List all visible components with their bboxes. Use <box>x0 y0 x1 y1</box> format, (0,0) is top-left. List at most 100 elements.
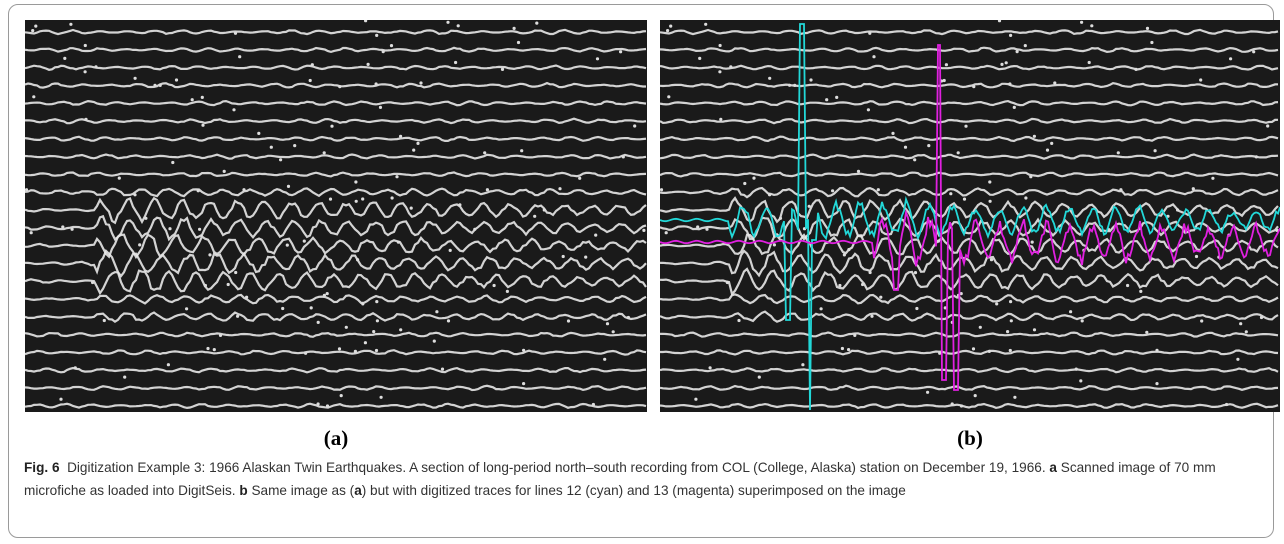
timing-mark <box>997 20 1002 23</box>
trace-line <box>660 216 1279 241</box>
timing-mark <box>316 320 320 324</box>
timing-mark <box>328 197 333 201</box>
timing-mark <box>356 258 360 262</box>
timing-mark <box>339 394 343 398</box>
trace-line <box>25 269 647 296</box>
timing-mark <box>396 240 400 244</box>
timing-mark <box>705 227 709 231</box>
timing-mark <box>1079 379 1083 383</box>
caption-text: ) but with digitized traces for lines 12… <box>361 483 906 498</box>
trace-line <box>25 196 647 225</box>
timing-mark <box>73 366 77 370</box>
timing-mark <box>1153 149 1157 153</box>
digitized-trace <box>660 44 1280 391</box>
trace-line <box>25 402 647 410</box>
timing-mark <box>807 204 811 208</box>
timing-mark <box>1266 124 1270 128</box>
timing-mark <box>378 105 383 109</box>
timing-mark <box>861 282 865 287</box>
timing-mark <box>1008 82 1012 86</box>
trace-line <box>660 153 1279 160</box>
timing-mark <box>236 314 240 318</box>
timing-mark <box>949 192 953 196</box>
timing-mark <box>584 255 588 259</box>
timing-mark <box>1029 175 1033 179</box>
trace-line <box>660 117 1279 125</box>
timing-mark <box>198 227 202 231</box>
timing-mark <box>1009 319 1013 323</box>
timing-mark <box>222 169 226 173</box>
timing-mark <box>868 31 872 35</box>
timing-mark <box>304 351 308 355</box>
timing-mark <box>962 197 967 201</box>
timing-mark <box>988 180 992 184</box>
timing-mark <box>1023 44 1027 48</box>
digitized-image <box>660 20 1280 412</box>
timing-mark <box>190 98 194 102</box>
timing-mark <box>375 319 379 323</box>
timing-mark <box>174 78 179 82</box>
timing-mark <box>1119 188 1123 192</box>
timing-mark <box>483 151 487 155</box>
timing-mark <box>866 108 870 112</box>
timing-mark <box>454 60 458 65</box>
timing-mark <box>389 44 394 48</box>
timing-mark <box>218 333 223 337</box>
timing-mark <box>257 131 261 135</box>
timing-mark <box>32 95 36 99</box>
timing-mark <box>927 144 931 148</box>
timing-mark <box>669 24 673 28</box>
timing-mark <box>117 176 121 180</box>
timing-mark <box>69 22 73 26</box>
caption-text: Scanned image of 70 mm microfiche as loa… <box>24 460 1216 498</box>
trace-line <box>25 187 647 198</box>
trace-line <box>660 267 1279 297</box>
timing-mark <box>819 307 823 311</box>
trace-line <box>25 64 647 71</box>
timing-mark <box>500 67 505 71</box>
trace-line <box>25 311 647 324</box>
timing-mark <box>446 319 451 323</box>
timing-mark <box>330 124 334 128</box>
timing-mark <box>1126 283 1130 288</box>
timing-mark <box>704 22 708 26</box>
timing-mark <box>419 81 423 85</box>
trace-line <box>25 233 647 260</box>
timing-mark <box>831 189 835 193</box>
timing-mark <box>942 78 946 83</box>
trace-line <box>660 233 1279 256</box>
timing-mark <box>1090 24 1094 28</box>
timing-mark <box>719 117 723 121</box>
panel-key: b <box>239 483 248 498</box>
timing-mark <box>238 55 242 59</box>
timing-mark <box>203 283 207 288</box>
timing-mark <box>959 292 963 296</box>
digitized-trace <box>660 23 1280 411</box>
trace-line <box>25 99 647 107</box>
timing-mark <box>91 280 95 285</box>
trace-line <box>25 248 647 278</box>
panel-key: a <box>354 483 362 498</box>
timing-mark <box>233 31 238 35</box>
timing-mark <box>938 351 942 355</box>
timing-mark <box>768 193 772 197</box>
figure-caption: Fig. 6 Digitization Example 3: 1966 Alas… <box>24 456 1274 502</box>
timing-mark <box>1191 187 1195 191</box>
timing-mark <box>988 199 992 203</box>
trace-line <box>660 82 1279 89</box>
timing-mark <box>325 292 329 296</box>
trace-line <box>25 81 646 89</box>
timing-mark <box>1053 81 1057 85</box>
timing-mark <box>446 20 450 24</box>
timing-mark <box>926 390 930 394</box>
timing-mark <box>232 108 236 112</box>
timing-mark <box>1087 60 1091 65</box>
timing-mark <box>870 314 874 318</box>
timing-mark <box>891 131 895 135</box>
timing-mark <box>1200 319 1204 323</box>
timing-mark <box>1225 402 1229 407</box>
timing-mark <box>1009 33 1013 37</box>
timing-mark <box>595 57 600 61</box>
timing-mark <box>566 319 571 323</box>
timing-mark <box>168 227 172 231</box>
